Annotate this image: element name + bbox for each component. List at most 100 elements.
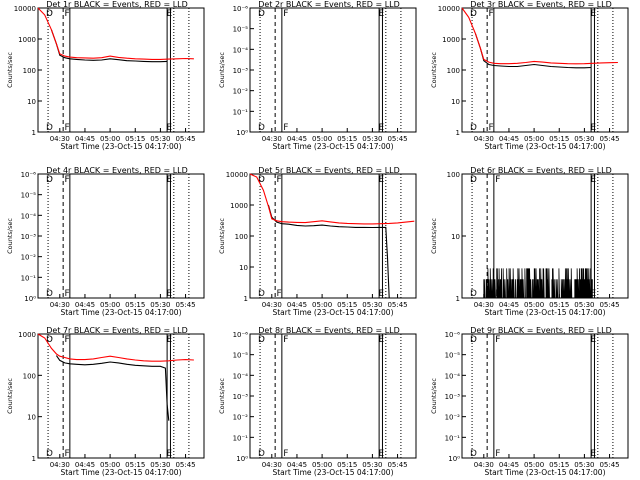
y-tick-label: 10⁻¹ xyxy=(21,274,37,282)
y-axis-label: Counts/sec xyxy=(218,218,226,254)
panel-det-1: Det 1r BLACK = Events, RED = LLD Counts/s… xyxy=(6,0,205,151)
x-tick-label: 05:45 xyxy=(599,461,619,469)
x-tick-label: 05:30 xyxy=(362,301,382,309)
panel-title: Det 7r BLACK = Events, RED = LLD xyxy=(46,326,188,335)
y-tick-label: 10000 xyxy=(14,5,36,13)
x-tick-label: 05:15 xyxy=(337,301,357,309)
x-tick-label: 05:15 xyxy=(337,135,357,143)
marker-label-d: D xyxy=(470,175,477,185)
x-axis-label: Start Time (23-Oct-15 04:17:00) xyxy=(272,308,393,317)
marker-label-f-bottom: F xyxy=(489,123,494,133)
y-tick-label: 10 xyxy=(451,98,460,106)
x-tick-label: 05:15 xyxy=(549,461,569,469)
x-tick-label: 04:45 xyxy=(287,135,307,143)
marker-label-d-bottom: D xyxy=(470,449,477,459)
y-tick-label: 100 xyxy=(447,67,460,75)
x-tick-label: 04:30 xyxy=(50,135,70,143)
y-tick-label: 10⁻⁶ xyxy=(233,331,249,339)
marker-label-e-bottom: E xyxy=(378,123,384,133)
x-tick-label: 05:45 xyxy=(599,301,619,309)
marker-label-f-bottom: F xyxy=(65,449,70,459)
y-tick-label: 1 xyxy=(456,295,460,303)
x-tick-label: 05:45 xyxy=(175,135,195,143)
series-events xyxy=(474,33,592,69)
y-tick-label: 10⁻⁶ xyxy=(445,331,461,339)
marker-label-d: D xyxy=(258,9,265,19)
x-axis-label: Start Time (23-Oct-15 04:17:00) xyxy=(484,142,605,151)
x-tick-label: 05:15 xyxy=(549,135,569,143)
marker-label-e: E xyxy=(166,175,172,185)
y-tick-label: 10⁻⁴ xyxy=(445,372,461,380)
x-axis-label: Start Time (23-Oct-15 04:17:00) xyxy=(484,468,605,477)
marker-label-e-bottom: E xyxy=(166,123,172,133)
panel-det-3: Det 3r BLACK = Events, RED = LLD Counts/s… xyxy=(430,0,629,151)
marker-label-d: D xyxy=(46,335,53,345)
y-tick-label: 100 xyxy=(235,233,248,241)
marker-label-e: E xyxy=(378,9,384,19)
x-tick-label: 04:45 xyxy=(499,461,519,469)
panel-det-2: Det 2r BLACK = Events, RED = LLD Counts/s… xyxy=(218,0,417,151)
y-axis-label: Counts/sec xyxy=(430,218,438,254)
panel-title: Det 6r BLACK = Events, RED = LLD xyxy=(470,166,612,175)
marker-label-f-bottom: F xyxy=(277,289,282,299)
x-tick-label: 05:30 xyxy=(574,135,594,143)
y-tick-label: 100 xyxy=(23,67,36,75)
x-tick-label: 05:30 xyxy=(362,135,382,143)
y-tick-label: 10⁰ xyxy=(236,455,248,463)
x-tick-label: 04:30 xyxy=(474,301,494,309)
y-tick-label: 100 xyxy=(23,372,36,380)
panel-det-8: Det 8r BLACK = Events, RED = LLD Counts/s… xyxy=(218,326,417,477)
marker-label-d: D xyxy=(258,175,265,185)
x-tick-label: 04:45 xyxy=(287,461,307,469)
y-tick-label: 10⁰ xyxy=(24,295,36,303)
marker-label-e: E xyxy=(590,175,596,185)
panel-det-5: Det 5r BLACK = Events, RED = LLD Counts/s… xyxy=(218,166,417,317)
x-tick-label: 04:30 xyxy=(262,135,282,143)
marker-label-d: D xyxy=(46,175,53,185)
marker-label-f: F xyxy=(495,175,500,185)
panel-title: Det 9r BLACK = Events, RED = LLD xyxy=(470,326,612,335)
marker-label-f-bottom: F xyxy=(65,289,70,299)
marker-label-e: E xyxy=(166,9,172,19)
plot-frame xyxy=(37,333,205,459)
y-tick-label: 10⁻² xyxy=(21,254,37,262)
marker-label-f-bottom: F xyxy=(65,123,70,133)
y-tick-label: 10⁻² xyxy=(445,414,461,422)
marker-label-e-bottom: E xyxy=(590,449,596,459)
marker-label-d-bottom: D xyxy=(258,449,265,459)
marker-label-d-bottom: D xyxy=(46,123,53,133)
y-tick-label: 10⁻⁵ xyxy=(445,352,461,360)
x-tick-label: 05:30 xyxy=(574,301,594,309)
series-lld xyxy=(37,333,194,362)
y-tick-label: 1 xyxy=(244,295,248,303)
series-lld xyxy=(249,173,415,225)
y-tick-label: 1000 xyxy=(18,36,36,44)
marker-label-d-bottom: D xyxy=(258,289,265,299)
y-tick-label: 10⁻⁴ xyxy=(233,46,249,54)
marker-label-e-bottom: E xyxy=(378,289,384,299)
panel-title: Det 3r BLACK = Events, RED = LLD xyxy=(470,0,612,9)
y-tick-label: 1 xyxy=(32,129,36,137)
series-events xyxy=(55,355,170,421)
x-axis-label: Start Time (23-Oct-15 04:17:00) xyxy=(60,142,181,151)
y-tick-label: 10⁻⁵ xyxy=(233,352,249,360)
marker-label-e-bottom: E xyxy=(590,289,596,299)
panel-title: Det 5r BLACK = Events, RED = LLD xyxy=(258,166,400,175)
y-tick-label: 1000 xyxy=(18,331,36,339)
series-lld xyxy=(461,7,618,65)
marker-label-d: D xyxy=(46,9,53,19)
x-tick-label: 05:30 xyxy=(150,301,170,309)
marker-label-e: E xyxy=(378,175,384,185)
y-tick-label: 10⁰ xyxy=(448,455,460,463)
marker-label-f: F xyxy=(489,9,494,19)
x-axis-label: Start Time (23-Oct-15 04:17:00) xyxy=(60,308,181,317)
x-tick-label: 04:30 xyxy=(262,301,282,309)
marker-label-e-bottom: E xyxy=(166,289,172,299)
y-tick-label: 10⁻² xyxy=(233,414,249,422)
panel-det-6: Det 6r BLACK = Events, RED = LLD Counts/s… xyxy=(430,166,629,317)
x-tick-label: 04:45 xyxy=(75,135,95,143)
x-tick-label: 05:30 xyxy=(574,461,594,469)
panel-det-9: Det 9r BLACK = Events, RED = LLD Counts/s… xyxy=(430,326,629,477)
y-axis-label: Counts/sec xyxy=(6,218,14,254)
x-tick-label: 05:45 xyxy=(599,135,619,143)
